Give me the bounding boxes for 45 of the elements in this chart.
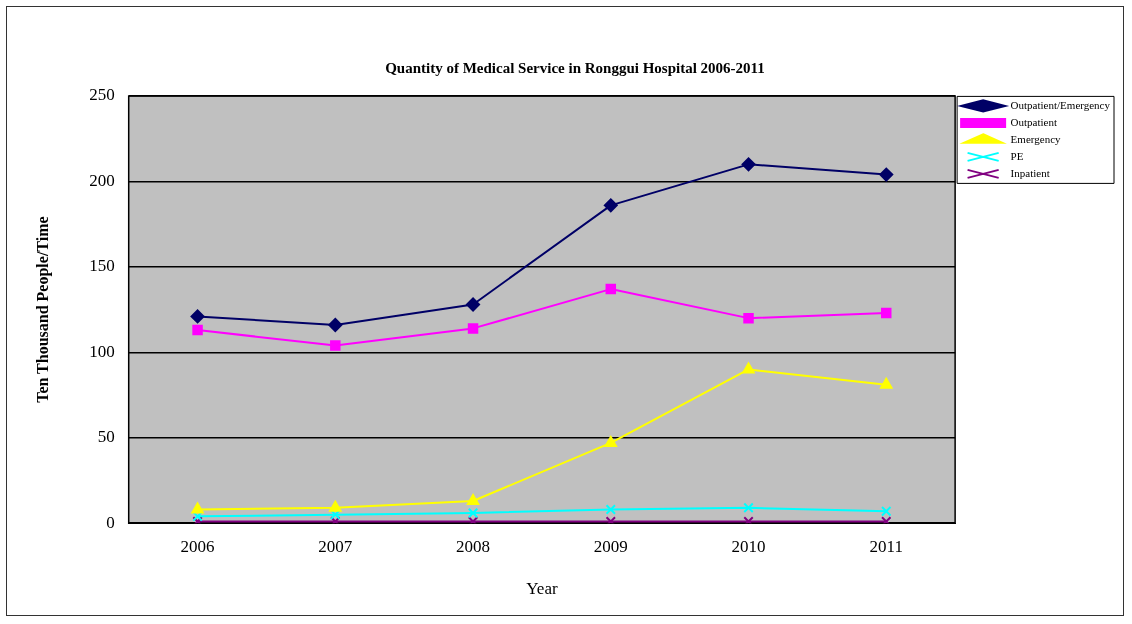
- point: [881, 516, 892, 524]
- legend-label: Outpatient/Emergency: [1010, 98, 1111, 111]
- x-tick-label: 2009: [593, 536, 628, 556]
- x-tick-label: 2010: [731, 536, 766, 556]
- point: [330, 516, 341, 524]
- y-tick-label: 200: [89, 170, 115, 190]
- x-tick-label: 2008: [456, 536, 491, 556]
- point: [604, 435, 617, 447]
- chart-title: Quantity of Medical Service in Ronggui Hospital 2006-2011: [385, 59, 765, 76]
- point: [467, 323, 479, 334]
- point: [330, 340, 341, 351]
- point: [742, 362, 755, 374]
- point: [466, 493, 480, 505]
- point: [743, 516, 754, 524]
- y-tick-label: 50: [97, 427, 115, 447]
- point: [329, 500, 342, 512]
- point: [605, 504, 617, 515]
- point: [881, 506, 892, 517]
- x-tick-label: 2006: [180, 536, 215, 556]
- y-tick-label: 0: [106, 512, 115, 532]
- point: [603, 198, 618, 213]
- legend-label: Emergency: [1010, 132, 1062, 145]
- point: [743, 502, 754, 514]
- x-tick-label: 2011: [869, 536, 903, 556]
- legend-label: Inpatient: [1010, 166, 1050, 179]
- y-axis-title: Ten Thousand People/Time: [33, 216, 52, 403]
- point: [192, 324, 203, 336]
- point: [881, 307, 892, 319]
- point: [741, 157, 756, 172]
- point: [191, 502, 204, 514]
- point: [190, 309, 205, 324]
- x-axis-title: Year: [526, 579, 558, 599]
- legend-label: Outpatient: [1010, 115, 1058, 128]
- point: [328, 317, 343, 332]
- y-tick-label: 150: [89, 256, 115, 276]
- y-tick-label: 100: [89, 341, 115, 361]
- point: [743, 312, 754, 324]
- point: [605, 283, 617, 295]
- point: [880, 377, 893, 389]
- x-tick-label: 2007: [318, 536, 353, 556]
- legend-label: PE: [1010, 149, 1024, 162]
- y-tick-label: 250: [89, 85, 115, 105]
- point: [467, 507, 479, 519]
- point: [466, 297, 481, 312]
- point: [879, 167, 894, 182]
